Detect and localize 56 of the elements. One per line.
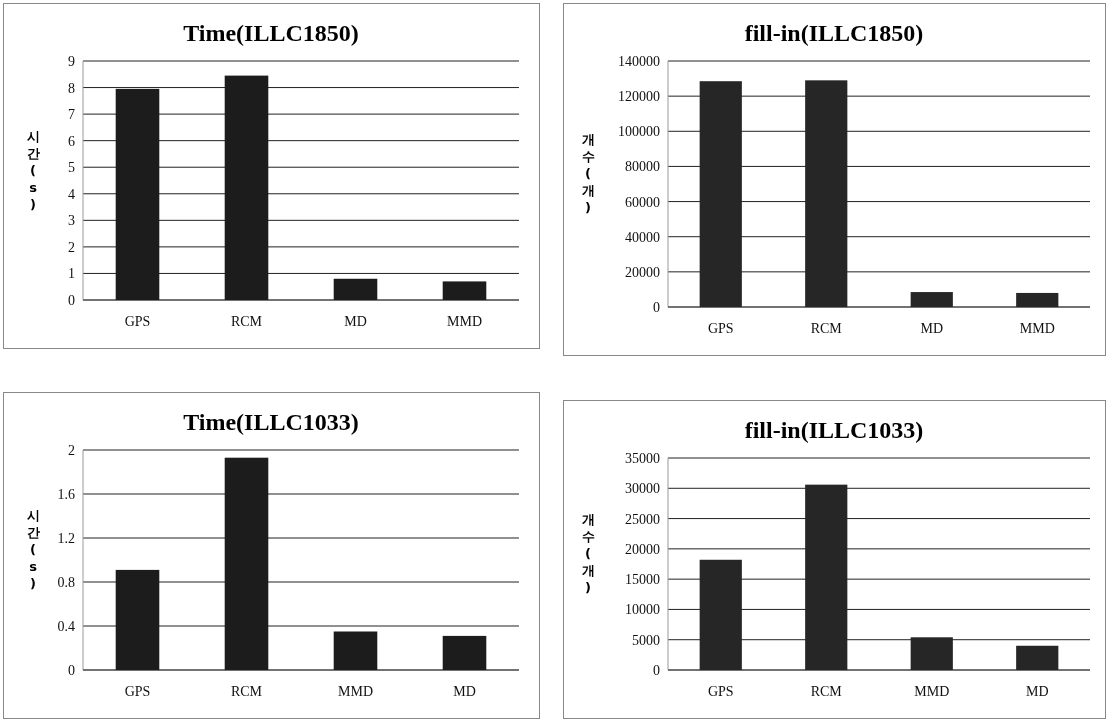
x-tick-label: MD xyxy=(453,684,476,699)
chart-title: fill-in(ILLC1850) xyxy=(744,20,924,46)
y-tick-label: 35000 xyxy=(625,451,660,466)
y-tick-label: 5 xyxy=(68,160,75,176)
y-tick-label: 20000 xyxy=(625,264,660,280)
y-tick-label: 20000 xyxy=(625,541,660,557)
x-tick-label: GPS xyxy=(707,321,734,336)
y-tick-label: 1.2 xyxy=(57,531,75,546)
y-tick-label: 3 xyxy=(68,213,75,229)
x-tick-label: MD xyxy=(1025,684,1049,699)
y-tick-label: 0 xyxy=(653,663,660,678)
y-tick-label: 140000 xyxy=(618,54,660,69)
x-tick-label: RCM xyxy=(810,684,843,699)
y-axis-title: 시간(s) xyxy=(26,128,40,212)
x-tick-label: RCM xyxy=(230,684,263,699)
x-tick-label: GPS xyxy=(707,684,734,699)
x-tick-label: RCM xyxy=(810,321,843,336)
x-tick-label: GPS xyxy=(124,684,151,699)
y-tick-label: 25000 xyxy=(625,511,660,527)
x-tick-label: MMD xyxy=(914,684,950,699)
y-tick-label: 2 xyxy=(68,239,75,255)
y-tick-label: 10000 xyxy=(625,602,660,618)
x-tick-label: MD xyxy=(344,314,367,329)
y-tick-label: 100000 xyxy=(618,124,660,140)
y-tick-label: 40000 xyxy=(625,229,660,245)
y-tick-label: 6 xyxy=(68,133,75,149)
x-tick-label: MMD xyxy=(1019,321,1055,336)
x-tick-label: MD xyxy=(920,321,944,336)
y-tick-label: 8 xyxy=(68,80,75,96)
y-tick-label: 0.4 xyxy=(57,619,75,634)
y-tick-label: 15000 xyxy=(625,572,660,588)
y-tick-label: 2 xyxy=(68,443,75,458)
y-axis-title: 시간(s) xyxy=(26,508,40,591)
y-tick-label: 60000 xyxy=(625,194,660,210)
y-axis-title: 개수(개) xyxy=(581,132,595,215)
x-tick-label: MMD xyxy=(446,314,483,329)
y-tick-label: 1.6 xyxy=(57,487,75,502)
y-tick-label: 5000 xyxy=(632,632,660,648)
x-tick-label: GPS xyxy=(124,314,151,329)
y-axis-title: 개수(개) xyxy=(581,512,595,595)
y-tick-label: 0 xyxy=(68,663,75,678)
y-tick-label: 0 xyxy=(68,293,75,308)
y-tick-label: 80000 xyxy=(625,159,660,175)
chart-title: Time(ILLC1850) xyxy=(183,20,359,46)
y-tick-label: 7 xyxy=(68,107,75,123)
chart-title: Time(ILLC1033) xyxy=(183,409,359,435)
y-tick-label: 30000 xyxy=(625,481,660,497)
x-tick-label: MMD xyxy=(337,684,374,699)
x-tick-label: RCM xyxy=(230,314,263,329)
chart-title: fill-in(ILLC1033) xyxy=(744,417,924,443)
y-tick-label: 0 xyxy=(653,300,660,315)
y-tick-label: 9 xyxy=(68,54,75,69)
y-tick-label: 1 xyxy=(68,266,75,282)
y-tick-label: 120000 xyxy=(618,89,660,105)
y-tick-label: 4 xyxy=(68,186,75,202)
y-tick-label: 0.8 xyxy=(57,575,75,590)
